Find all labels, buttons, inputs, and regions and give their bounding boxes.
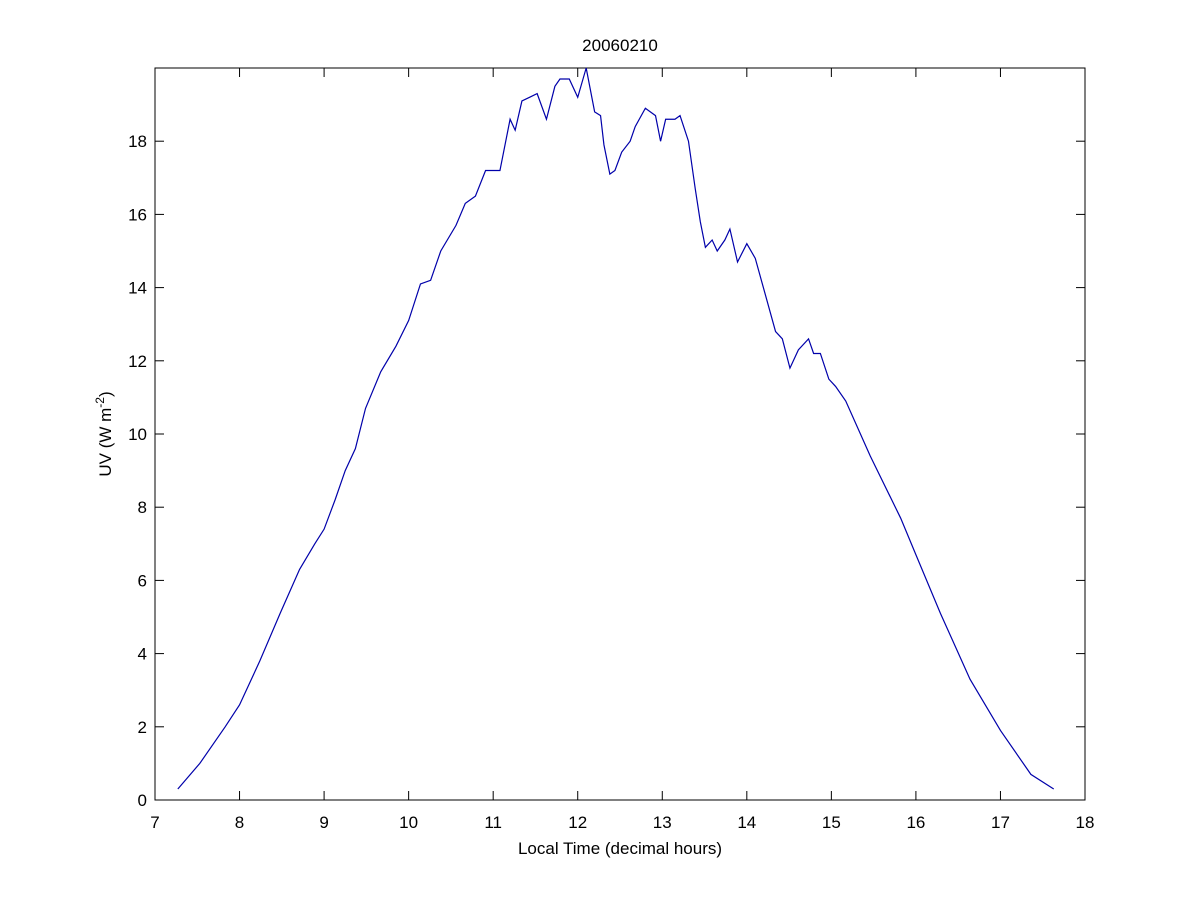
x-tick-label: 8 [235, 813, 244, 832]
y-tick-label: 2 [138, 718, 147, 737]
x-tick-label: 18 [1076, 813, 1095, 832]
x-tick-label: 12 [568, 813, 587, 832]
x-tick-label: 7 [150, 813, 159, 832]
y-tick-label: 12 [128, 352, 147, 371]
chart-title: 20060210 [582, 36, 658, 55]
y-tick-label: 4 [138, 645, 147, 664]
x-tick-label: 17 [991, 813, 1010, 832]
y-axis-label: UV (W m-2) [93, 391, 115, 476]
x-tick-label: 16 [906, 813, 925, 832]
x-tick-label: 10 [399, 813, 418, 832]
y-tick-label: 10 [128, 425, 147, 444]
x-tick-label: 13 [653, 813, 672, 832]
x-tick-label: 15 [822, 813, 841, 832]
y-tick-label: 14 [128, 279, 147, 298]
y-tick-label: 8 [138, 498, 147, 517]
data-line [177, 67, 1055, 790]
y-tick-label: 0 [138, 791, 147, 810]
y-tick-label: 6 [138, 571, 147, 590]
x-tick-label: 9 [319, 813, 328, 832]
y-label-sup: -2 [93, 397, 107, 408]
y-label-suffix: ) [96, 391, 115, 397]
y-label-text: UV (W m [96, 408, 115, 477]
y-tick-label: 16 [128, 205, 147, 224]
y-tick-label: 18 [128, 132, 147, 151]
x-axis-label: Local Time (decimal hours) [518, 839, 722, 858]
x-tick-label: 14 [737, 813, 756, 832]
x-tick-label: 11 [484, 813, 502, 832]
